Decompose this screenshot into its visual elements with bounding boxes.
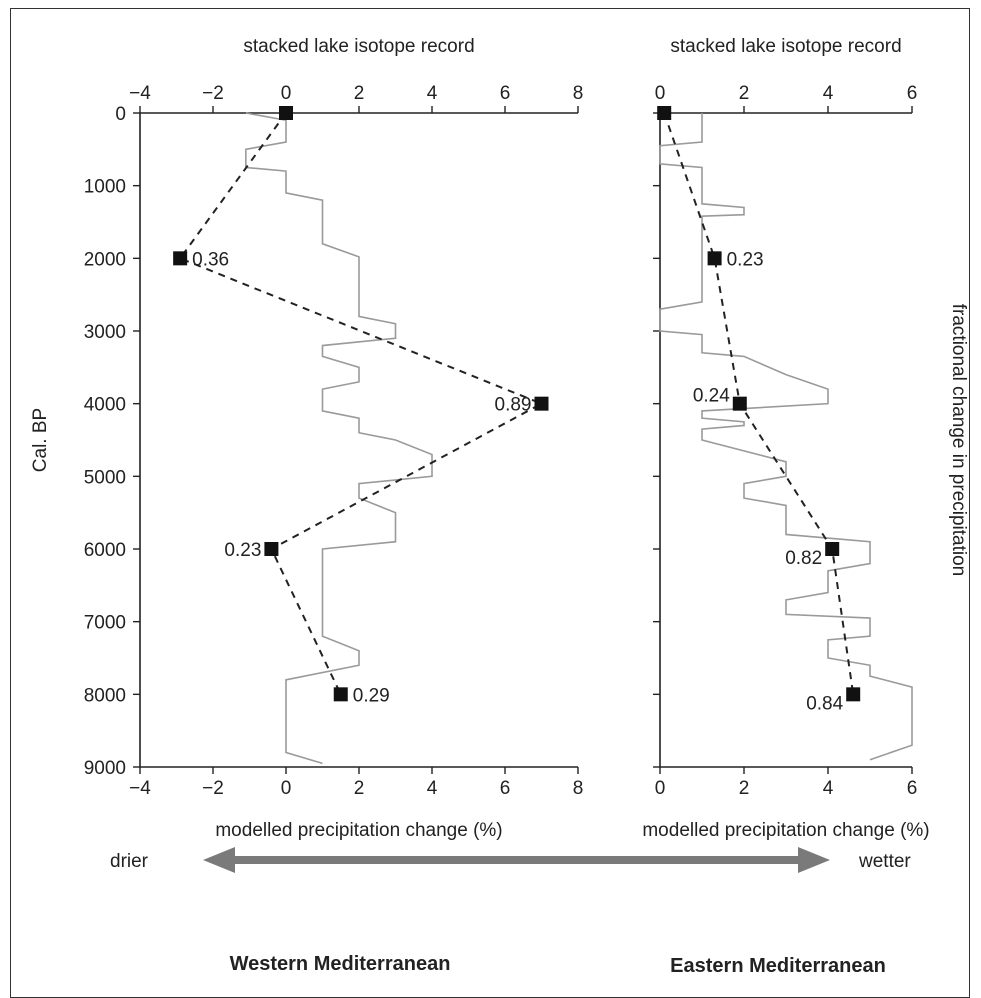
model-point-marker: [707, 251, 722, 266]
left-isotope-record-line: [245, 112, 433, 765]
right-isotope-record-line: [659, 113, 913, 761]
drier-label: drier: [110, 851, 149, 872]
bottom-x-tick-label: 8: [573, 778, 584, 799]
eastern-mediterranean-label: Eastern Mediterranean: [670, 955, 886, 977]
right-bottom-axis-title: modelled precipitation change (%): [642, 820, 929, 841]
y-tick-label: 5000: [84, 467, 126, 488]
bottom-x-tick-label: −4: [129, 778, 151, 799]
bottom-x-tick-label: 4: [823, 778, 834, 799]
bottom-x-tick-label: 6: [500, 778, 511, 799]
eastern-mediterranean-panel: 0 2 4 6 0 2 4 6 0.23 0.24 0.82 0.84 stacked lake …: [642, 36, 969, 841]
y-tick-label: 1000: [84, 177, 126, 198]
bottom-x-tick-label: 2: [739, 778, 750, 799]
top-x-tick-label: −2: [202, 83, 224, 104]
y-tick-label: 7000: [84, 613, 126, 634]
top-x-tick-label: 2: [354, 83, 365, 104]
top-x-tick-label: 0: [281, 83, 292, 104]
model-point-label: 0.24: [693, 386, 730, 407]
model-point-marker: [333, 687, 348, 702]
y-tick-label: 2000: [84, 249, 126, 270]
western-mediterranean-label: Western Mediterranean: [230, 953, 451, 975]
model-point-label: 0.82: [785, 548, 822, 569]
top-x-tick-label: 2: [739, 83, 750, 104]
model-point-marker: [825, 542, 840, 556]
right-y-axis-title: fractional change in precipitation: [948, 304, 969, 577]
y-tick-label: 4000: [84, 395, 126, 416]
model-point-label: 0.23: [727, 249, 764, 270]
left-model-dashed-line: [178, 112, 544, 695]
top-x-tick-label: 0: [655, 83, 666, 104]
arrow-right-head: [798, 847, 830, 873]
y-tick-label: 8000: [84, 685, 126, 706]
model-point-label: 0.89: [495, 395, 532, 416]
figure-frame: [10, 8, 970, 998]
left-top-axis-title: stacked lake isotope record: [243, 36, 474, 57]
model-point-marker: [846, 687, 861, 702]
right-bottom-ticks: 0 2 4 6: [655, 767, 918, 799]
top-x-tick-label: −4: [129, 83, 151, 104]
bottom-x-tick-label: 2: [354, 778, 365, 799]
model-point-marker: [264, 542, 279, 556]
y-tick-label: 6000: [84, 540, 126, 561]
bottom-x-tick-label: −2: [202, 778, 224, 799]
model-point-marker: [279, 106, 293, 120]
left-y-ticks: 0 1000 2000 3000 4000 5000 6000 7000 8000 9000: [84, 104, 140, 779]
model-point-label: 0.29: [353, 685, 390, 706]
left-model-markers: 0.36 0.89 0.23 0.29: [173, 106, 549, 706]
right-model-markers: 0.23 0.24 0.82 0.84: [657, 106, 861, 714]
right-top-axis-title: stacked lake isotope record: [670, 36, 901, 57]
model-point-marker: [657, 106, 672, 120]
top-x-tick-label: 8: [573, 83, 584, 104]
drier-wetter-arrow: drier wetter: [110, 847, 911, 873]
y-tick-label: 3000: [84, 322, 126, 343]
top-x-tick-label: 4: [823, 83, 834, 104]
western-mediterranean-panel: −4 −2 0 2 4 6 8 −4 −2 0 2 4 6 8 0 1000 2000 3000 4000 500…: [30, 36, 583, 841]
right-y-ticks: [653, 112, 660, 768]
top-x-tick-label: 6: [907, 83, 918, 104]
model-point-label: 0.84: [806, 693, 843, 714]
y-tick-label: 0: [115, 104, 126, 125]
right-top-ticks: 0 2 4 6: [655, 83, 918, 113]
bottom-x-tick-label: 6: [907, 778, 918, 799]
model-point-label: 0.23: [224, 540, 261, 561]
bottom-x-tick-label: 4: [427, 778, 438, 799]
top-x-tick-label: 4: [427, 83, 438, 104]
arrow-left-head: [203, 847, 235, 873]
left-bottom-axis-title: modelled precipitation change (%): [215, 820, 502, 841]
bottom-x-tick-label: 0: [655, 778, 666, 799]
left-bottom-ticks: −4 −2 0 2 4 6 8: [129, 767, 583, 799]
model-point-marker: [534, 396, 549, 411]
bottom-x-tick-label: 0: [281, 778, 292, 799]
y-tick-label: 9000: [84, 758, 126, 779]
y-axis-title: Cal. BP: [30, 408, 51, 472]
wetter-label: wetter: [858, 851, 911, 872]
left-top-ticks: −4 −2 0 2 4 6 8: [129, 83, 583, 113]
top-x-tick-label: 6: [500, 83, 511, 104]
model-point-marker: [732, 396, 747, 411]
model-point-label: 0.36: [192, 249, 229, 270]
model-point-marker: [173, 251, 188, 266]
